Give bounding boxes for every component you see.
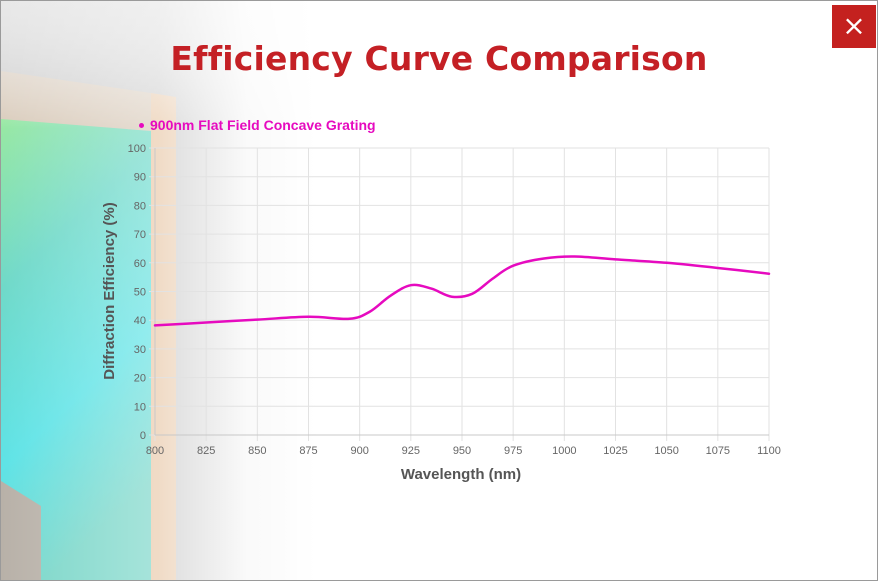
page-title: Efficiency Curve Comparison: [170, 39, 708, 78]
close-button[interactable]: ×: [832, 5, 876, 48]
x-tick-label: 1075: [706, 445, 730, 457]
x-tick-label: 950: [453, 445, 471, 457]
chart-grid: [149, 147, 770, 441]
x-tick-label: 825: [197, 445, 215, 457]
x-axis-title: Wavelength (nm): [401, 466, 521, 483]
y-tick-label: 30: [134, 344, 146, 356]
y-tick-label: 80: [134, 200, 146, 212]
x-tick-label: 1050: [654, 445, 678, 457]
x-tick-label: 800: [146, 445, 164, 457]
chart-axes: 800 825 850 875 900 925 950 975 1000 1025 1050 1075…: [128, 143, 781, 457]
x-tick-label: 875: [299, 445, 317, 457]
y-tick-label: 70: [134, 229, 146, 241]
chart-legend[interactable]: 900nm Flat Field Concave Grating: [139, 117, 376, 133]
y-tick-label: 60: [134, 258, 146, 270]
legend-label: 900nm Flat Field Concave Grating: [150, 117, 376, 133]
x-tick-label: 1000: [552, 445, 576, 457]
y-tick-label: 40: [134, 315, 146, 327]
close-icon: ×: [842, 9, 866, 42]
y-tick-label: 20: [134, 373, 146, 385]
x-tick-label: 1025: [603, 445, 627, 457]
chart-series: [153, 255, 771, 327]
y-tick-label: 0: [140, 430, 146, 442]
y-tick-label: 90: [134, 172, 146, 184]
x-tick-label: 850: [248, 445, 266, 457]
x-tick-label: 925: [402, 445, 420, 457]
y-tick-label: 10: [134, 401, 146, 413]
y-tick-label: 100: [128, 143, 146, 155]
legend-marker: [139, 122, 144, 128]
x-tick-label: 975: [504, 445, 522, 457]
x-tick-label: 1100: [757, 445, 781, 457]
series-line[interactable]: [153, 255, 771, 327]
y-axis-title: Diffraction Efficiency (%): [101, 202, 118, 380]
y-tick-label: 50: [134, 287, 146, 299]
x-tick-label: 900: [350, 445, 368, 457]
